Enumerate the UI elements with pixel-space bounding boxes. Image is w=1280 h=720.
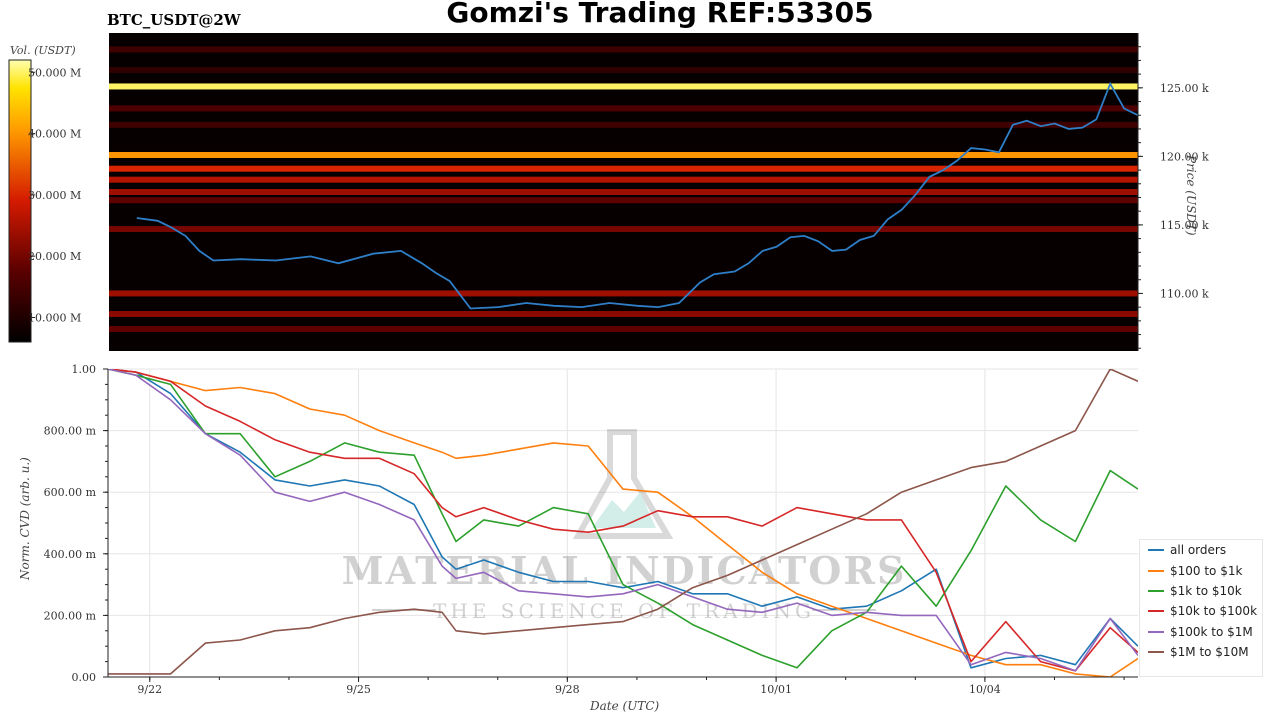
legend-swatch bbox=[1148, 630, 1164, 633]
chart-title: Gomzi's Trading REF:53305 bbox=[446, 0, 874, 29]
cvd-x-tick-label: 9/28 bbox=[555, 683, 580, 696]
cvd-y-tick-label: 200.00 m bbox=[44, 609, 97, 622]
legend-label: $1M to $10M bbox=[1170, 645, 1249, 660]
cvd-x-tick-label: 10/01 bbox=[760, 683, 792, 696]
legend-item: $1M to $10M bbox=[1140, 642, 1262, 662]
cvd-plot-area bbox=[108, 369, 1138, 677]
heat-band bbox=[109, 197, 1138, 204]
flask-icon bbox=[572, 429, 674, 539]
heat-band bbox=[109, 151, 1138, 158]
legend-swatch bbox=[1148, 610, 1164, 613]
legend-item: $10k to $100k bbox=[1140, 601, 1262, 621]
legend-label: $10k to $100k bbox=[1170, 604, 1258, 619]
legend-swatch bbox=[1148, 569, 1164, 572]
cvd-x-tick-label: 9/25 bbox=[346, 683, 371, 696]
legend: all orders $100 to $1k $1k to $10k $10k to … bbox=[1139, 539, 1263, 677]
price-tick-label: 110.00 k bbox=[1160, 287, 1209, 300]
price-tick-label: 125.00 k bbox=[1160, 82, 1209, 95]
cvd-y-tick-label: 0.00 bbox=[72, 671, 97, 684]
cvd-lines bbox=[108, 369, 1138, 677]
heat-band bbox=[109, 310, 1138, 317]
cvd-y-tick-label: 800.00 m bbox=[44, 425, 97, 438]
watermark-tagline: THE SCIENCE OF TRADING bbox=[433, 599, 815, 623]
legend-item: all orders bbox=[1140, 540, 1262, 560]
colorbar-tick-label: 50.000 M bbox=[28, 66, 81, 79]
date-axis-label: Date (UTC) bbox=[590, 699, 660, 713]
cvd-x-tick-label: 9/22 bbox=[137, 683, 162, 696]
cvd-y-tick-label: 600.00 m bbox=[44, 486, 97, 499]
legend-item: $1k to $10k bbox=[1140, 581, 1262, 601]
heatmap-bands bbox=[109, 46, 1138, 333]
legend-item: $100k to $1M bbox=[1140, 622, 1262, 642]
cvd-grid bbox=[108, 368, 1138, 678]
price-axis: 125.00 k 120.00 k 115.00 k 110.00 k bbox=[1137, 33, 1209, 351]
cvd-series-line bbox=[108, 369, 1138, 677]
colorbar bbox=[8, 59, 32, 343]
heat-band bbox=[109, 121, 1138, 128]
legend-item: $100 to $1k bbox=[1140, 560, 1262, 580]
heat-band bbox=[109, 83, 1138, 90]
cvd-series-line bbox=[108, 369, 1138, 672]
pair-label: BTC_USDT@2W bbox=[107, 11, 241, 29]
heat-band bbox=[109, 290, 1138, 297]
price-line bbox=[136, 81, 1138, 310]
heat-band bbox=[109, 165, 1138, 172]
heat-band bbox=[109, 326, 1138, 333]
cvd-series-line bbox=[108, 369, 1138, 669]
legend-label: $100k to $1M bbox=[1170, 624, 1253, 639]
colorbar-tick-label: 10.000 M bbox=[28, 311, 81, 324]
legend-label: $1k to $10k bbox=[1170, 583, 1242, 598]
heat-band bbox=[109, 46, 1138, 53]
legend-swatch bbox=[1148, 549, 1164, 552]
colorbar-tick-label: 30.000 M bbox=[28, 189, 81, 202]
cvd-y-tick-label: 1.00 bbox=[72, 363, 97, 376]
heat-band bbox=[109, 176, 1138, 183]
heat-band bbox=[109, 105, 1138, 112]
heat-band bbox=[109, 189, 1138, 195]
cvd-x-tick-label: 10/04 bbox=[969, 683, 1001, 696]
cvd-series-line bbox=[108, 369, 1138, 669]
heat-band bbox=[109, 226, 1138, 233]
cvd-series-line bbox=[108, 369, 1138, 672]
watermark-brand: MATERIAL INDICATORS bbox=[342, 548, 907, 593]
legend-swatch bbox=[1148, 651, 1164, 654]
legend-label: $100 to $1k bbox=[1170, 563, 1243, 578]
cvd-y-tick-label: 400.00 m bbox=[44, 548, 97, 561]
cvd-axis: 1.00 800.00 m 600.00 m 400.00 m 200.00 m 0.00… bbox=[44, 363, 1138, 696]
colorbar-tick-label: 20.000 M bbox=[28, 250, 81, 263]
colorbar-label: Vol. (USDT) bbox=[10, 44, 76, 57]
price-tick-label: 120.00 k bbox=[1160, 150, 1209, 163]
colorbar-ticks: 50.000 M 40.000 M 30.000 M 20.000 M 10.000 M bbox=[28, 66, 81, 324]
cvd-series-line bbox=[108, 369, 1138, 675]
heat-band bbox=[109, 67, 1138, 74]
legend-swatch bbox=[1148, 589, 1164, 592]
legend-label: all orders bbox=[1170, 543, 1227, 558]
colorbar-tick-label: 40.000 M bbox=[28, 128, 81, 141]
price-tick-label: 115.00 k bbox=[1160, 219, 1209, 232]
